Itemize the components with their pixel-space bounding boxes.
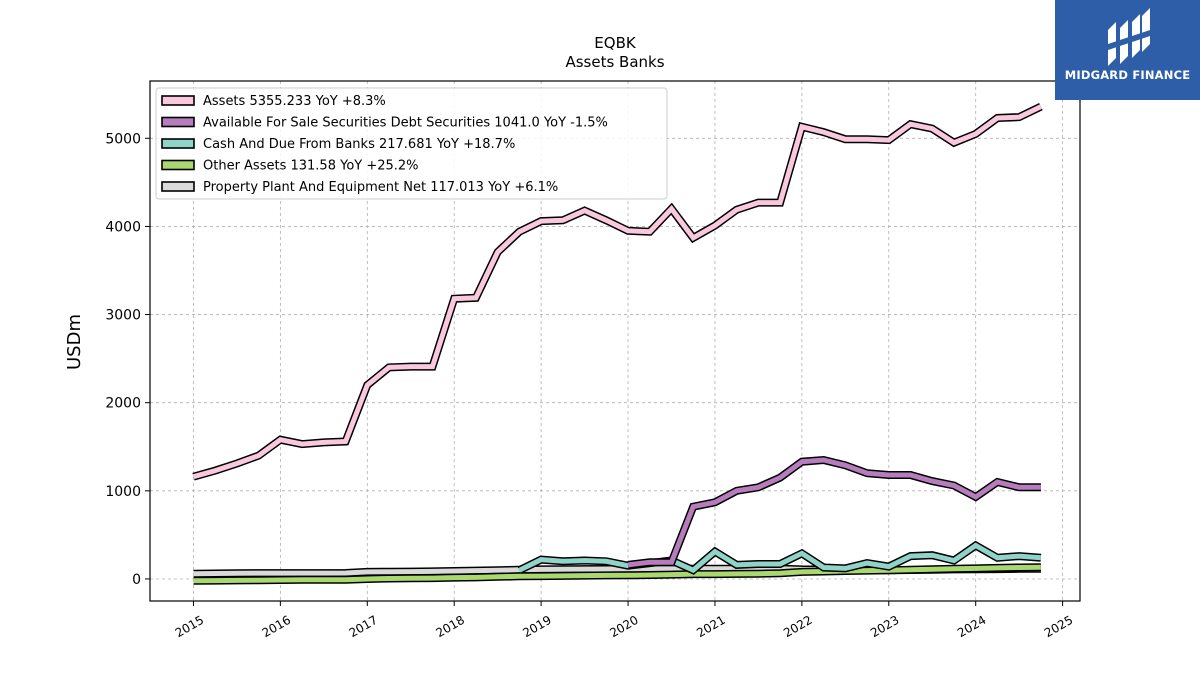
- series-layer: [192, 102, 1043, 585]
- legend-swatch: [161, 95, 195, 106]
- plot-frame: [149, 80, 1081, 602]
- midgard-logo-icon: [1108, 8, 1150, 66]
- x-tick-label: 2017: [347, 613, 380, 640]
- series-line: [193, 564, 1041, 584]
- x-tick-label: 2024: [955, 613, 988, 640]
- brand-logo: MIDGARD FINANCE: [1055, 0, 1200, 100]
- x-tick-label: 2020: [607, 613, 640, 640]
- series-line: [627, 457, 1041, 568]
- legend-entry: Property Plant And Equipment Net 117.013…: [203, 180, 558, 195]
- legend-entry: Available For Sale Securities Debt Secur…: [203, 116, 608, 131]
- y-tick-label: 4000: [105, 219, 141, 235]
- legend-swatch: [161, 181, 195, 192]
- y-tick-label: 5000: [105, 131, 141, 147]
- legend-swatch: [161, 138, 195, 149]
- chart-subtitle: Assets Banks: [565, 53, 664, 71]
- x-tick-label: 2025: [1042, 613, 1075, 640]
- legend-entry: Other Assets 131.58 YoY +25.2%: [203, 159, 419, 174]
- y-tick-label: 2000: [105, 396, 141, 412]
- y-tick-label: 0: [132, 572, 141, 588]
- series-line: [518, 542, 1042, 574]
- x-tick-label: 2015: [173, 613, 206, 640]
- legend-entry: Assets 5355.233 YoY +8.3%: [203, 94, 386, 109]
- legend-swatch: [161, 159, 195, 171]
- y-tick-label: 1000: [105, 484, 141, 500]
- y-axis-label: USDm: [64, 314, 85, 370]
- y-tick-label: 3000: [105, 308, 141, 324]
- legend-entry: Cash And Due From Banks 217.681 YoY +18.…: [203, 137, 515, 152]
- x-tick-label: 2018: [433, 613, 466, 640]
- x-tick-label: 2021: [694, 613, 727, 640]
- legend-box: [155, 87, 668, 200]
- series-line: [192, 104, 1042, 480]
- x-tick-label: 2019: [520, 613, 553, 640]
- x-tick-label: 2023: [868, 613, 901, 640]
- legend-swatch: [161, 116, 195, 128]
- x-tick-label: 2022: [781, 613, 814, 640]
- brand-logo-text: MIDGARD FINANCE: [1064, 68, 1191, 82]
- chart-title: EQBK: [594, 34, 637, 52]
- x-tick-label: 2016: [260, 613, 293, 640]
- legend: Assets 5355.233 YoY +8.3% Available For S…: [155, 87, 668, 200]
